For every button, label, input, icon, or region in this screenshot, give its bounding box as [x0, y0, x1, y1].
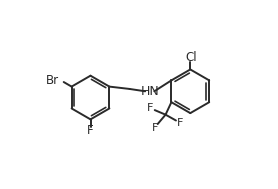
- Text: F: F: [177, 118, 183, 128]
- Text: Br: Br: [46, 74, 59, 87]
- Text: F: F: [152, 122, 158, 132]
- Text: Cl: Cl: [185, 51, 197, 64]
- Text: F: F: [87, 124, 94, 137]
- Text: HN: HN: [140, 85, 159, 98]
- Text: F: F: [147, 103, 154, 113]
